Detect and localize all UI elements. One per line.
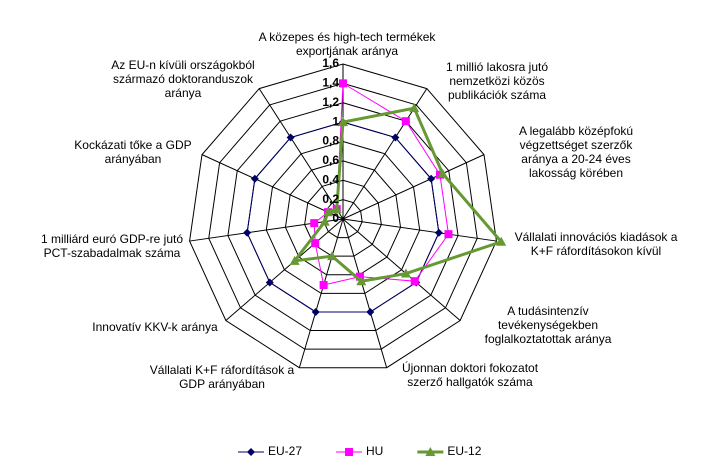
axis-label: Vállalati innovációs kiadások a K+F ráfo… bbox=[514, 230, 678, 258]
marker bbox=[427, 174, 436, 183]
axis-label: 1 milliárd euró GDP-re jutó PCT-szabadal… bbox=[40, 232, 184, 260]
grid-ring bbox=[284, 160, 402, 276]
r-tick-label: 0,8 bbox=[322, 134, 339, 148]
axis-label: Újonnan doktori fokozatot szerző hallgat… bbox=[401, 361, 539, 389]
axis-label: A legalább középfokú végzettséget szerző… bbox=[518, 124, 634, 180]
marker bbox=[338, 117, 348, 127]
marker bbox=[311, 307, 320, 316]
marker bbox=[289, 255, 300, 265]
legend-label: EU-12 bbox=[447, 444, 481, 458]
spoke bbox=[258, 88, 344, 220]
grid-ring bbox=[189, 63, 497, 369]
spoke bbox=[342, 218, 461, 321]
grid-ring bbox=[208, 82, 478, 350]
r-tick-label: 1 bbox=[332, 114, 339, 128]
marker bbox=[339, 79, 347, 88]
marker bbox=[391, 133, 400, 142]
marker bbox=[311, 239, 320, 248]
spoke bbox=[201, 154, 344, 220]
axis-label: 1 millió lakosra jutó nemzetközi közös p… bbox=[445, 60, 549, 102]
legend-label: HU bbox=[366, 444, 383, 458]
marker bbox=[247, 448, 255, 456]
marker bbox=[243, 228, 252, 237]
marker bbox=[400, 268, 411, 278]
marker bbox=[265, 278, 274, 287]
grid-ring bbox=[304, 179, 382, 257]
r-tick-label: 0,4 bbox=[322, 172, 339, 186]
marker bbox=[401, 117, 410, 126]
marker bbox=[444, 230, 453, 239]
r-tick-label: 0,6 bbox=[322, 153, 339, 167]
marker bbox=[434, 228, 443, 237]
marker bbox=[250, 174, 259, 183]
spoke bbox=[342, 154, 485, 220]
legend-item: EU-27 bbox=[238, 444, 302, 458]
axis-label: A közepes és high-tech termékek exportjá… bbox=[258, 30, 436, 58]
marker bbox=[331, 204, 342, 214]
r-tick-label: 1,4 bbox=[322, 76, 339, 90]
spoke bbox=[342, 218, 388, 368]
marker bbox=[409, 103, 420, 113]
marker bbox=[319, 216, 330, 226]
r-tick-label: 1,6 bbox=[322, 56, 339, 70]
legend-label: EU-27 bbox=[268, 444, 302, 458]
marker bbox=[496, 236, 507, 246]
legend-item: HU bbox=[336, 444, 383, 458]
marker bbox=[345, 448, 354, 456]
axis-label: Az EU-n kívüli országokból származó dokt… bbox=[111, 58, 255, 100]
grid-ring bbox=[227, 102, 459, 332]
marker bbox=[310, 219, 319, 228]
axis-label: Kockázati tőke a GDP arányában bbox=[74, 138, 192, 166]
r-tick-label: 1,2 bbox=[322, 95, 339, 109]
spoke bbox=[298, 218, 344, 368]
marker bbox=[319, 280, 328, 289]
axis-label: A tudásintenzív tevékenységekben foglalk… bbox=[484, 304, 612, 346]
marker bbox=[366, 307, 375, 316]
axis-label: Innovatív KKV-k aránya bbox=[92, 320, 218, 334]
axis-label: Vállalati K+F ráfordítások a GDP arányáb… bbox=[149, 363, 295, 391]
marker bbox=[410, 277, 419, 286]
legend-item: EU-12 bbox=[417, 444, 482, 458]
series-line bbox=[246, 121, 440, 313]
marker bbox=[437, 168, 448, 178]
r-tick-label: 0,2 bbox=[322, 192, 339, 206]
marker bbox=[327, 251, 338, 261]
marker bbox=[355, 272, 364, 281]
marker bbox=[356, 276, 367, 286]
r-tick-label: 0 bbox=[332, 211, 339, 225]
spoke bbox=[225, 218, 344, 321]
marker bbox=[286, 133, 295, 142]
spoke bbox=[342, 218, 497, 242]
marker bbox=[323, 207, 334, 217]
marker bbox=[425, 447, 436, 456]
grid-ring bbox=[265, 140, 421, 294]
